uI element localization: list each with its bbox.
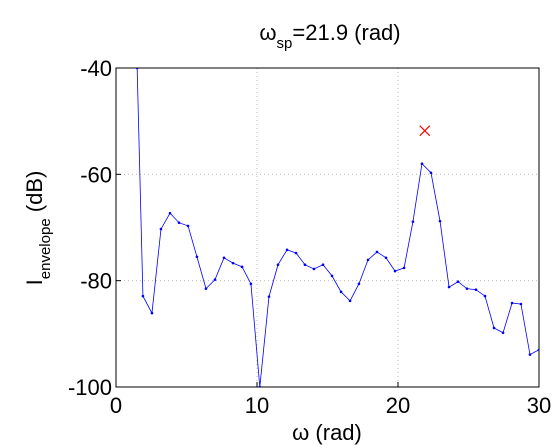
y-tick-label: -40 xyxy=(80,56,112,81)
data-point xyxy=(285,248,289,252)
data-point xyxy=(348,299,352,303)
data-point xyxy=(393,269,397,273)
data-point xyxy=(258,385,262,387)
data-point xyxy=(312,267,316,271)
data-point xyxy=(141,294,145,298)
data-point xyxy=(528,353,532,356)
ylabel-text: (dB) xyxy=(22,171,47,219)
data-point xyxy=(135,68,139,70)
data-point xyxy=(321,263,325,267)
data-point xyxy=(240,265,244,269)
peak-marker xyxy=(419,125,431,137)
data-point xyxy=(357,282,361,286)
x-tick-label: 20 xyxy=(386,393,410,418)
data-point xyxy=(384,256,388,260)
data-point xyxy=(303,263,307,267)
x-tick-label: 10 xyxy=(245,393,269,418)
title-symbol: ω xyxy=(259,20,276,45)
y-tick-label: -60 xyxy=(80,162,112,187)
data-line xyxy=(136,68,539,387)
data-point xyxy=(195,255,199,259)
data-point xyxy=(150,311,154,315)
data-point xyxy=(177,221,181,225)
data-point xyxy=(159,227,163,231)
data-point xyxy=(231,261,235,265)
title-subscript: sp xyxy=(277,35,293,52)
data-point xyxy=(222,256,226,260)
data-point xyxy=(402,266,406,270)
data-point xyxy=(474,288,478,292)
data-point xyxy=(186,224,190,228)
data-point xyxy=(447,285,451,289)
data-point xyxy=(519,302,523,306)
data-point xyxy=(276,263,280,267)
data-point xyxy=(339,290,343,294)
ylabel-symbol: I xyxy=(22,279,47,285)
data-point xyxy=(366,258,370,262)
data-point xyxy=(420,162,424,165)
data-point xyxy=(537,348,539,352)
data-point xyxy=(330,274,334,278)
data-point xyxy=(411,220,415,223)
x-tick-label: 0 xyxy=(110,393,122,418)
data-point xyxy=(294,251,298,255)
x-tick-label: 30 xyxy=(527,393,551,418)
data-point xyxy=(204,287,208,290)
data-point xyxy=(492,326,496,330)
data-point xyxy=(501,331,505,335)
data-point xyxy=(456,280,460,284)
axes-box xyxy=(115,67,540,388)
y-tick-label: -80 xyxy=(80,269,112,294)
data-point xyxy=(375,250,379,254)
title-text: =21.9 (rad) xyxy=(292,20,400,45)
y-axis-label: Ienvelope (dB) xyxy=(22,171,54,286)
data-point xyxy=(483,294,487,298)
data-point xyxy=(249,282,253,286)
y-tick-label: -100 xyxy=(68,375,112,400)
data-point xyxy=(465,287,469,290)
plot-area xyxy=(116,68,539,387)
x-axis-label: ω (rad) xyxy=(292,420,362,445)
data-point xyxy=(510,301,514,305)
chart-title: ωsp=21.9 (rad) xyxy=(259,20,400,52)
data-point xyxy=(168,211,172,215)
data-point xyxy=(429,171,433,175)
data-point xyxy=(213,278,217,281)
data-point xyxy=(438,219,442,223)
ylabel-subscript: envelope xyxy=(37,218,54,279)
data-point xyxy=(267,295,271,298)
